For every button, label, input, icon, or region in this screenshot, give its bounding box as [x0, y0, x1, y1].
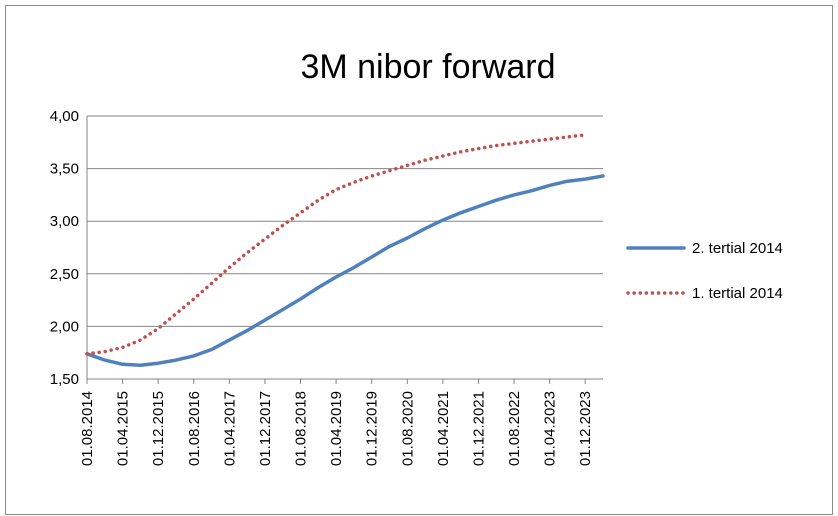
x-tick-label: 01.12.2017 — [257, 391, 274, 466]
grid-layer — [87, 115, 603, 327]
y-tick-label: 2,50 — [50, 266, 79, 283]
series-line-1 — [85, 174, 605, 368]
chart-frame: 3M nibor forward 4,00 3,50 3,00 2,50 2,00 1,5… — [5, 5, 833, 515]
series-line-2 — [85, 133, 587, 356]
x-tick-label: 01.04.2023 — [542, 391, 559, 466]
legend-label-2: 1. tertial 2014 — [692, 285, 783, 302]
x-tick-label: 01.04.2015 — [115, 391, 132, 466]
x-tick-label: 01.04.2021 — [435, 391, 452, 466]
x-tick-label: 01.08.2014 — [79, 391, 96, 466]
y-tick-label: 3,50 — [50, 161, 79, 178]
y-tick-label: 3,00 — [50, 213, 79, 230]
x-tick-label: 01.08.2016 — [186, 391, 203, 466]
y-tick-label: 4,00 — [50, 108, 79, 125]
x-tick-label: 01.08.2018 — [293, 391, 310, 466]
chart-title: 3M nibor forward — [300, 48, 555, 86]
x-tick-label: 01.12.2019 — [364, 391, 381, 466]
legend-label-1: 2. tertial 2014 — [692, 240, 783, 257]
y-tick-label: 1,50 — [50, 371, 79, 388]
chart-svg: 3M nibor forward 4,00 3,50 3,00 2,50 2,00 1,5… — [50, 48, 783, 466]
x-tick-label: 01.12.2015 — [150, 391, 167, 466]
x-tick-label: 01.04.2017 — [221, 391, 238, 466]
x-tick-label: 01.12.2023 — [577, 391, 594, 466]
x-tick-label: 01.04.2019 — [328, 391, 345, 466]
x-tick-label: 01.08.2022 — [506, 391, 523, 466]
y-tick-label: 2,00 — [50, 318, 79, 335]
series-layer — [85, 133, 605, 368]
x-tick-label: 01.08.2020 — [399, 391, 416, 466]
x-tick-label: 01.12.2021 — [470, 391, 487, 466]
legend: 2. tertial 2014 1. tertial 2014 — [626, 240, 783, 302]
